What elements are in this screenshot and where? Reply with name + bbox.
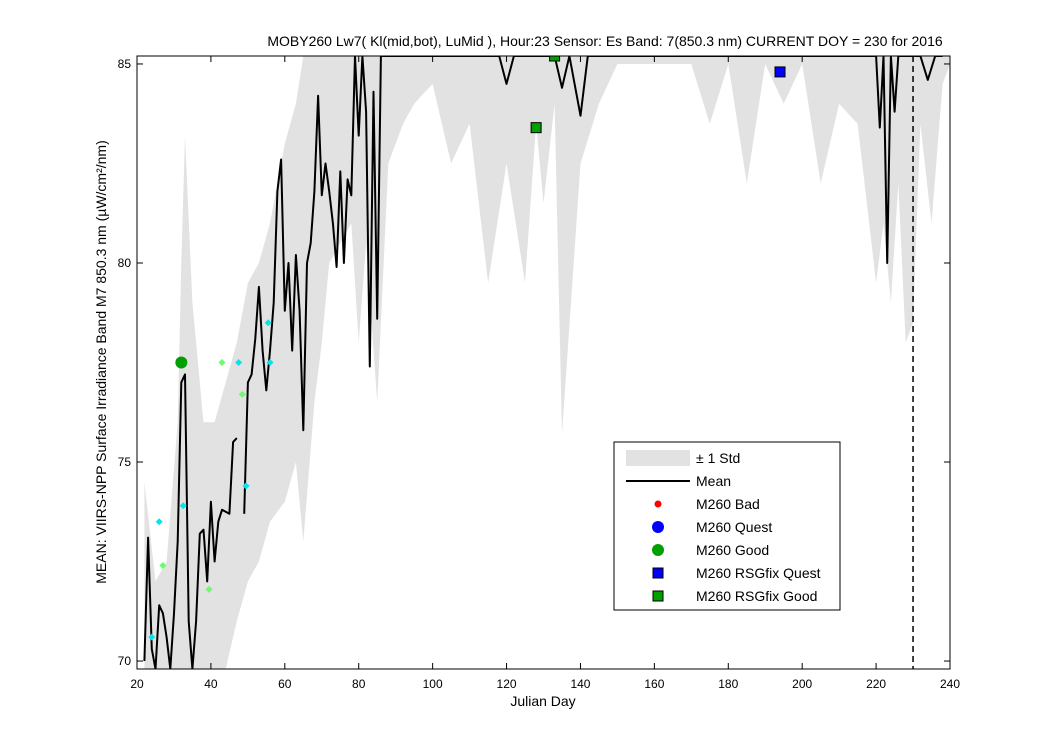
legend-swatch: [652, 590, 664, 602]
legend-label: M260 Good: [696, 542, 769, 558]
x-tick-label: 140: [570, 677, 590, 691]
satellite-cyan-point: [235, 359, 243, 366]
legend-entry-rsgfix_quest: M260 RSGfix Quest: [652, 565, 821, 581]
marker-layer: [148, 56, 786, 641]
m260-rsgfix-quest-point: [774, 66, 786, 78]
x-tick-label: 60: [278, 677, 292, 691]
legend-swatch: [652, 567, 664, 579]
satellite-green-point: [159, 562, 167, 570]
x-tick-label: 240: [940, 677, 960, 691]
legend-swatch: [626, 450, 690, 466]
m260-rsgfix-good-point: [549, 56, 561, 62]
y-tick-label: 70: [118, 654, 132, 668]
legend-label: M260 Bad: [696, 496, 760, 512]
chart-title: MOBY260 Lw7( Kl(mid,bot), LuMid ), Hour:…: [267, 33, 942, 49]
x-tick-label: 220: [866, 677, 886, 691]
plot-frame: [136, 55, 951, 670]
legend-entry-good: M260 Good: [652, 542, 769, 558]
legend-swatch: [654, 500, 662, 508]
legend-entry-rsgfix_good: M260 RSGfix Good: [652, 588, 817, 604]
satellite-green-point: [218, 359, 226, 366]
legend-entry-band: ± 1 Std: [626, 450, 740, 466]
x-tick-label: 40: [204, 677, 218, 691]
m260-rsgfix-good-point: [530, 122, 542, 134]
x-tick-label: 100: [423, 677, 443, 691]
satellite-cyan-point: [179, 502, 187, 510]
y-tick-label: 85: [118, 57, 132, 71]
legend-items: ± 1 Std Mean M260 Bad M260 Quest M260 Good M2…: [626, 450, 821, 604]
x-tick-label: 80: [352, 677, 366, 691]
legend-entry-line: Mean: [626, 473, 731, 489]
y-axis-ticks: 70 75 80 85: [118, 57, 950, 668]
mean-line-layer: [143, 56, 943, 669]
legend-entry-bad: M260 Bad: [654, 496, 760, 512]
x-axis-label: Julian Day: [510, 693, 575, 709]
x-axis-ticks: 20 40 60 80 100 120 140 160 180 200 220 240: [130, 56, 960, 691]
legend-swatch: [652, 544, 664, 556]
satellite-cyan-point: [155, 518, 163, 526]
satellite-cyan-point: [264, 319, 272, 327]
legend-label: M260 Quest: [696, 519, 772, 535]
satellite-cyan-point: [148, 633, 156, 641]
m260-good-point: [175, 356, 188, 369]
legend-label: M260 RSGfix Good: [696, 588, 817, 604]
satellite-green-point: [238, 390, 246, 398]
legend-label: ± 1 Std: [696, 450, 740, 466]
y-tick-label: 75: [118, 455, 132, 469]
legend-swatch: [652, 521, 664, 533]
plot-area: [143, 56, 950, 669]
y-tick-label: 80: [118, 256, 132, 270]
mean-line: [143, 56, 943, 669]
x-tick-label: 180: [718, 677, 738, 691]
x-tick-label: 20: [130, 677, 144, 691]
satellite-cyan-point: [242, 482, 250, 490]
x-tick-label: 160: [644, 677, 664, 691]
legend-label: Mean: [696, 473, 731, 489]
legend-box: [613, 441, 841, 611]
legend: ± 1 Std Mean M260 Bad M260 Quest M260 Good M2…: [613, 441, 841, 611]
satellite-green-point: [205, 585, 213, 593]
y-axis-label: MEAN: VIIRS-NPP Surface Irradiance Band …: [93, 140, 109, 584]
legend-entry-quest: M260 Quest: [652, 519, 772, 535]
legend-label: M260 RSGfix Quest: [696, 565, 821, 581]
x-tick-label: 200: [792, 677, 812, 691]
x-tick-label: 120: [497, 677, 517, 691]
satellite-cyan-point: [266, 359, 274, 366]
